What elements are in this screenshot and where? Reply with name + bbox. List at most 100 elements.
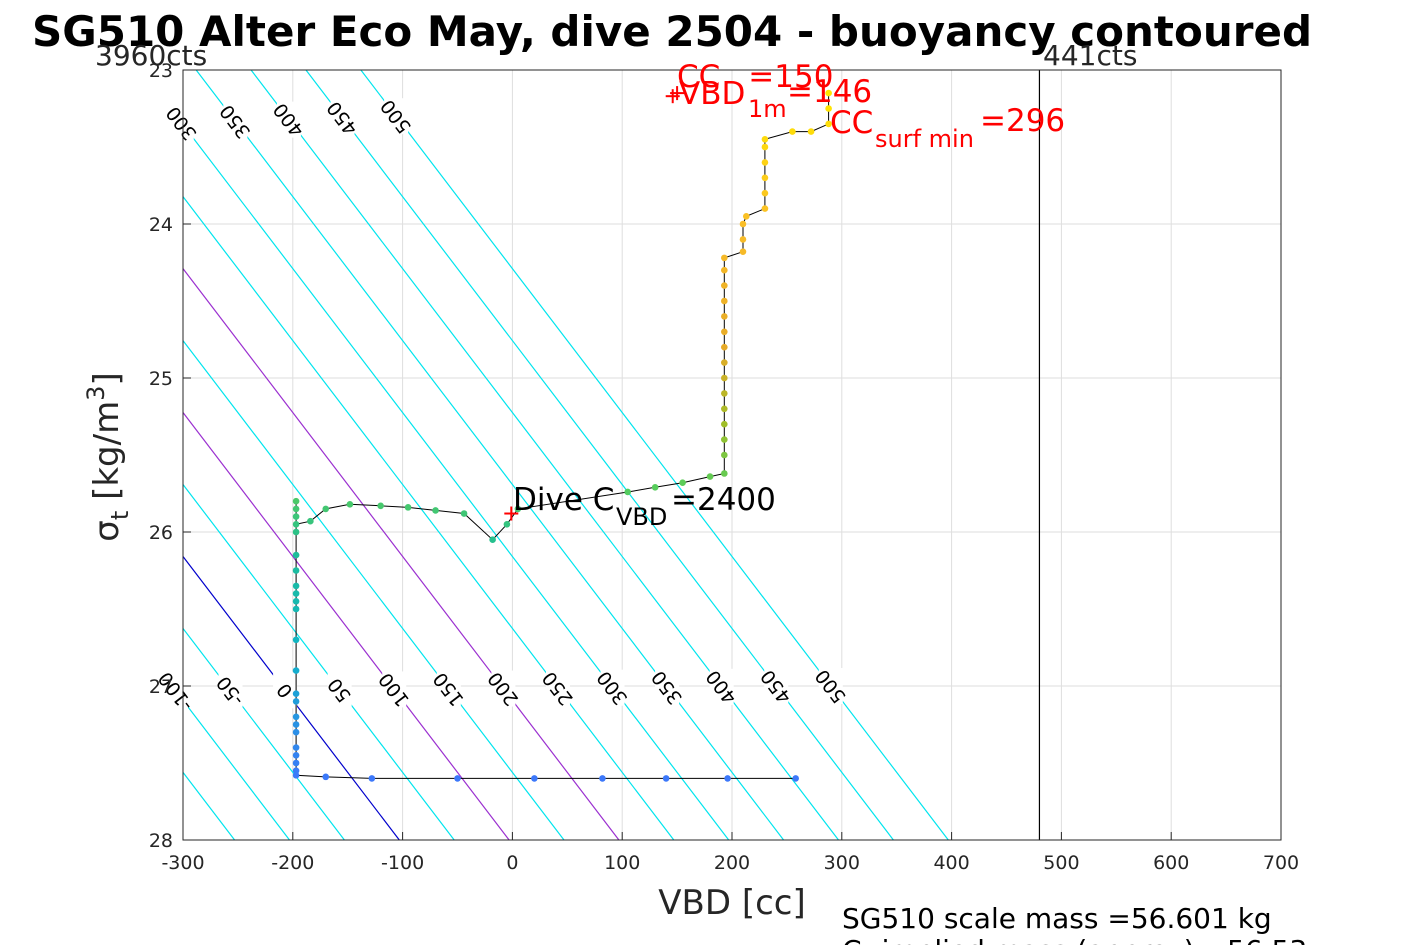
profile-point	[724, 775, 731, 782]
cc-surf-min-annotation: CC surf min =296	[830, 103, 1065, 153]
vbd-1m-main: VBD	[679, 76, 745, 112]
contour-line-350	[195, 70, 785, 840]
profile-point	[292, 728, 300, 736]
contour-label-bottom-bg	[818, 668, 843, 704]
profile-point	[292, 690, 300, 697]
profile-point	[721, 436, 728, 443]
dive-cvbd-annotation: Dive C VBD =2400	[513, 482, 776, 531]
profile-point	[292, 505, 300, 513]
svg-text:VBD: VBD	[679, 76, 745, 112]
x-tick-label: 600	[1153, 852, 1189, 874]
profile-point	[322, 773, 330, 781]
x-tick-label: 700	[1263, 852, 1299, 874]
profile-point	[322, 505, 330, 513]
x-tick-label: -100	[381, 852, 424, 874]
profile-point	[531, 775, 538, 782]
profile-point	[679, 479, 686, 487]
profile-point	[789, 128, 796, 135]
profile-point	[599, 775, 606, 782]
contour-line-450	[305, 70, 894, 840]
implied-mass-c: C	[842, 934, 862, 945]
x-tick-label: 500	[1043, 852, 1079, 874]
profile-point	[514, 505, 522, 513]
profile-point	[292, 582, 300, 590]
contour-label-top-bg	[169, 105, 194, 142]
y-tick-label: 25	[149, 368, 173, 390]
profile-point	[825, 105, 832, 112]
y-tick-label: 23	[149, 60, 173, 82]
profile-point	[292, 667, 300, 674]
profile-point	[662, 775, 670, 782]
contour-label-bottom: 200	[484, 667, 523, 709]
profile-point	[292, 759, 300, 767]
contour-line-50	[183, 483, 455, 840]
contour-label-bottom: 100	[374, 668, 413, 710]
profile-point	[721, 470, 728, 477]
grid-lines	[182, 69, 1282, 841]
contour-label-bottom-bg	[436, 670, 461, 707]
contour-label-bottom-bg	[491, 670, 516, 707]
profile-point	[721, 451, 728, 459]
chart-title: SG510 Alter Eco May, dive 2504 - buoyanc…	[32, 7, 1312, 56]
buoyancy-contour-lines	[183, 70, 949, 840]
profile-point	[721, 254, 728, 262]
contour-label-top: 350	[216, 100, 255, 142]
contour-label-bottom-bg	[327, 671, 352, 708]
contour-label-bottom: 250	[538, 667, 577, 709]
cc-annotation-value: =150	[748, 59, 833, 95]
profile-point	[807, 128, 815, 135]
profile-point	[761, 159, 769, 166]
y-tick-label: 26	[149, 522, 173, 544]
profile-point	[761, 189, 769, 197]
profile-point	[292, 590, 300, 597]
dive-cvbd-main: Dive C	[513, 482, 614, 518]
dive-cvbd-sub: VBD	[616, 503, 667, 531]
contour-line-250	[183, 195, 675, 840]
profile-point	[503, 521, 511, 528]
contour-label-bottom-bg	[382, 671, 407, 708]
contour-label-top: 450	[323, 97, 362, 139]
profile-point	[739, 236, 747, 243]
profile-point	[792, 775, 799, 782]
top-right-count-label: 441cts	[1043, 39, 1137, 72]
contour-line-0	[183, 555, 400, 840]
profile-point	[761, 136, 769, 143]
profile-point	[292, 713, 300, 721]
top-left-count-label: 3960cts	[95, 39, 207, 72]
contour-label-bottom: -50	[212, 672, 248, 710]
vbd-1m-value: =146	[787, 74, 872, 110]
profile-point	[460, 510, 468, 517]
profile-point	[292, 698, 300, 705]
red-markers	[504, 86, 685, 521]
y-axis-ticks: 23 24 25 26 27 28	[149, 60, 191, 852]
x-tick-label: 200	[714, 852, 750, 874]
profile-point	[721, 266, 728, 274]
contour-label-top-bg	[276, 101, 301, 138]
dive-cvbd-value: =2400	[671, 482, 776, 518]
y-axis-label-sub: t	[106, 511, 134, 520]
profile-point	[292, 636, 300, 644]
profile-point	[489, 536, 496, 543]
contour-label-bottom-bg	[545, 670, 570, 707]
y-axis-label-sigma: σ	[87, 520, 127, 542]
implied-mass-text: implied mass (approx) =56.53	[882, 934, 1308, 945]
contour-label-bottom-bg	[218, 672, 243, 709]
x-tick-label: -200	[271, 852, 314, 874]
profile-point	[292, 772, 300, 779]
implied-mass-note: Cimplied mass (approx) =56.53	[842, 934, 1307, 945]
y-tick-label: 28	[149, 830, 173, 852]
contour-label-bottom-bg	[764, 668, 789, 705]
x-tick-label: 0	[506, 852, 518, 874]
contour-line-300	[183, 123, 730, 840]
profile-point	[454, 775, 461, 782]
profile-point	[761, 143, 769, 151]
vbd-1m-annotation: VBD 1m =146	[679, 74, 872, 123]
contour-label-bottom-bg	[600, 669, 625, 706]
contour-label-bottom: 300	[593, 667, 632, 709]
profile-point	[825, 120, 832, 128]
profile-point	[825, 89, 832, 97]
profile-point	[292, 605, 300, 613]
contour-line-500	[360, 70, 949, 840]
contour-label-bottom-bg	[163, 673, 188, 710]
